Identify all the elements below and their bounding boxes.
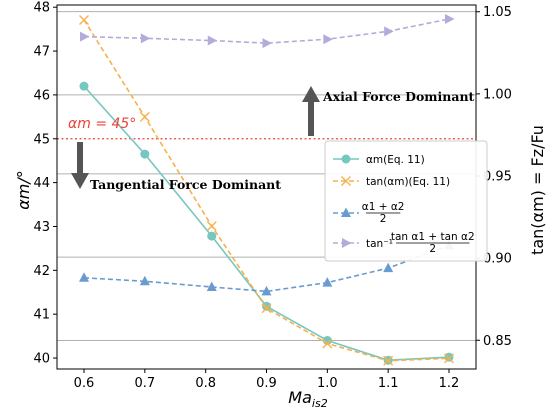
- legend-label-numerator: tan α1 + tan α2: [391, 231, 475, 243]
- reference-line-label: αm = 45°: [68, 116, 136, 132]
- series-2-point: [139, 111, 150, 122]
- left-y-tick-label: 47: [33, 45, 50, 60]
- x-tick-label: 0.9: [256, 376, 277, 391]
- legend-label: tan(αm)(Eq. 11): [366, 176, 450, 188]
- x-axis-ticks: 0.6 0.7 0.8 0.9 1.0 1.1 1.2: [74, 369, 460, 391]
- legend-box: [324, 140, 488, 262]
- legend-swatch-marker: [341, 176, 351, 186]
- left-y-tick-label: 42: [33, 264, 50, 279]
- series-4-point: [445, 14, 455, 25]
- left-y-tick-label: 43: [33, 220, 50, 235]
- legend-swatch-marker: [341, 207, 351, 217]
- series-3-point: [206, 281, 217, 291]
- legend-entry-1: αm(Eq. 11): [333, 154, 425, 166]
- x-tick-label: 0.6: [74, 376, 95, 391]
- series-4-point: [140, 33, 151, 44]
- legend-label-numerator: α1 + α2: [362, 201, 405, 213]
- left-y-tick-label: 46: [33, 88, 50, 103]
- legend-swatch-marker: [341, 154, 351, 164]
- right-y-axis-ticks: 0.85 0.90 0.95 1.00 1.05: [476, 5, 512, 349]
- axial-annotation: Axial Force Dominant: [302, 86, 475, 136]
- series-4-point: [80, 31, 90, 42]
- series-1-point: [444, 352, 454, 362]
- right-y-tick-label: 1.00: [483, 87, 512, 102]
- series-3-point: [322, 277, 333, 287]
- series-3-point: [79, 272, 89, 282]
- series-4-point: [384, 26, 394, 37]
- series-1-point: [79, 81, 89, 91]
- left-y-axis-label: αm/°: [14, 170, 33, 210]
- x-tick-label: 1.1: [378, 376, 399, 391]
- tangential-annotation: Tangential Force Dominant: [71, 142, 281, 192]
- series-4: [80, 14, 455, 49]
- right-y-tick-label: 0.95: [483, 169, 512, 184]
- series-3-point: [383, 262, 394, 273]
- tangential-arrow-head: [71, 173, 89, 189]
- left-y-tick-label: 45: [33, 132, 50, 147]
- legend-swatch-marker: [342, 238, 352, 248]
- series-1-point: [207, 231, 217, 241]
- series-2-point: [79, 14, 89, 25]
- x-tick-label: 1.2: [439, 376, 460, 391]
- left-y-tick-label: 41: [33, 308, 50, 323]
- left-y-axis-ticks: 40 41 42 43 44 45 46 47 48: [33, 1, 57, 367]
- left-y-tick-label: 44: [33, 176, 50, 191]
- series-4-point: [323, 34, 333, 45]
- legend: αm(Eq. 11)tan(αm)(Eq. 11)α1 + α22tan⁻¹ta…: [324, 140, 488, 262]
- left-y-tick-label: 40: [33, 352, 50, 367]
- x-tick-label: 1.0: [317, 376, 338, 391]
- x-axis-label: Mais2: [288, 388, 327, 410]
- legend-label-denominator: 2: [380, 213, 387, 225]
- right-y-axis-label: tan(αm) = Fz/Fu: [528, 125, 547, 255]
- series-3-point: [261, 285, 272, 296]
- series-4-point: [262, 38, 272, 49]
- right-y-tick-label: 0.90: [483, 252, 512, 267]
- series-3-point: [139, 275, 150, 286]
- series-4-line: [83, 18, 450, 44]
- series-4-point: [207, 35, 218, 46]
- tangential-annotation-text: Tangential Force Dominant: [90, 177, 281, 192]
- legend-entry-2: tan(αm)(Eq. 11): [333, 176, 450, 188]
- series-2-point: [206, 221, 217, 232]
- axial-annotation-text: Axial Force Dominant: [322, 89, 475, 104]
- series-group: [79, 14, 455, 366]
- series-2-point: [383, 355, 394, 366]
- axial-arrow-head: [302, 86, 320, 102]
- series-2-point: [261, 303, 272, 314]
- series-2-point: [322, 338, 333, 349]
- series-1-point: [140, 149, 150, 159]
- legend-entry-3: α1 + α22: [333, 201, 404, 225]
- legend-label-prefix: tan⁻¹: [366, 238, 393, 250]
- legend-label-denominator: 2: [429, 243, 436, 255]
- series-2-point: [444, 353, 454, 364]
- series-2: [79, 14, 454, 366]
- left-y-tick-label: 48: [33, 1, 50, 16]
- right-y-tick-label: 1.05: [483, 5, 512, 20]
- x-tick-label: 0.7: [134, 376, 155, 391]
- legend-label: αm(Eq. 11): [366, 154, 425, 166]
- x-tick-label: 0.8: [195, 376, 216, 391]
- right-y-tick-label: 0.85: [483, 334, 512, 349]
